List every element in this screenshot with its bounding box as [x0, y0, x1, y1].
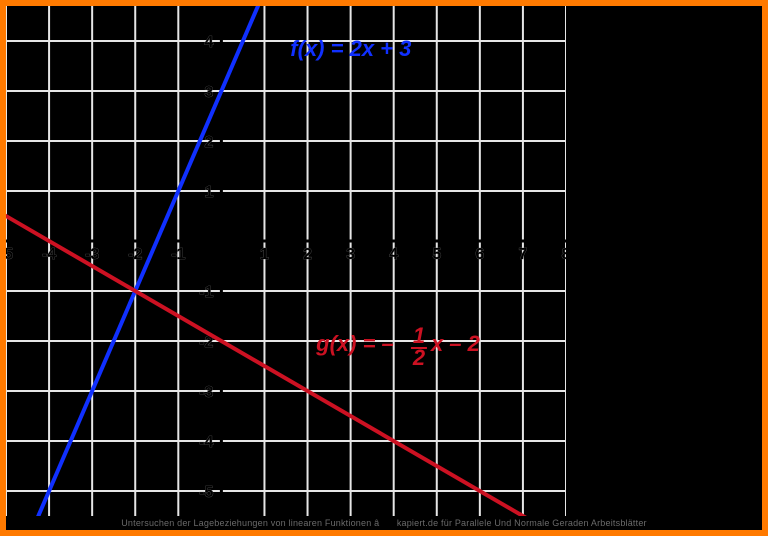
svg-text:2: 2	[303, 246, 312, 263]
svg-text:-4: -4	[199, 434, 213, 451]
svg-text:-5: -5	[6, 246, 13, 263]
line-f	[28, 6, 265, 516]
axis-ticks: -5-4-3-2-112345678-5-4-3-2-11234	[6, 34, 566, 501]
svg-text:-1: -1	[171, 246, 185, 263]
svg-text:-3: -3	[85, 246, 99, 263]
svg-text:-3: -3	[199, 384, 213, 401]
svg-text:2: 2	[412, 345, 426, 370]
svg-text:3: 3	[204, 84, 213, 101]
svg-text:7: 7	[518, 246, 527, 263]
label-f: f(x) = 2x + 3	[290, 36, 411, 61]
function-labels: f(x) = 2x + 3g(x) = –12x – 2	[290, 36, 480, 370]
label-g: g(x) = –	[315, 331, 394, 356]
svg-text:3: 3	[346, 246, 355, 263]
svg-text:x – 2: x – 2	[430, 331, 481, 356]
caption-text: Untersuchen der Lagebeziehungen von line…	[6, 516, 762, 530]
svg-text:-4: -4	[42, 246, 56, 263]
linear-functions-plot: -5-4-3-2-112345678-5-4-3-2-11234 f(x) = …	[6, 6, 566, 516]
svg-text:1: 1	[260, 246, 269, 263]
svg-text:4: 4	[204, 34, 213, 51]
svg-text:-5: -5	[199, 484, 213, 501]
svg-text:8: 8	[562, 246, 566, 263]
svg-text:4: 4	[389, 246, 398, 263]
svg-text:-1: -1	[199, 284, 213, 301]
plot-container: -5-4-3-2-112345678-5-4-3-2-11234 f(x) = …	[6, 6, 566, 516]
svg-text:2: 2	[204, 134, 213, 151]
svg-text:-2: -2	[128, 246, 142, 263]
svg-text:5: 5	[432, 246, 441, 263]
svg-text:6: 6	[475, 246, 484, 263]
svg-text:1: 1	[204, 184, 213, 201]
